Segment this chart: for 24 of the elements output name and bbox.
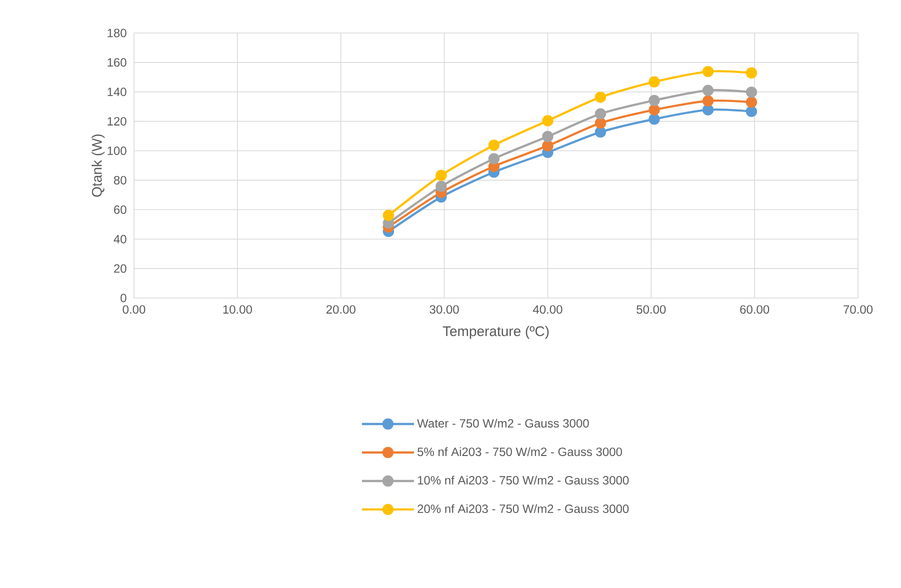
x-tick-label: 60.00 bbox=[740, 305, 770, 314]
y-tick-label: 40 bbox=[114, 234, 126, 244]
y-tick-label: 120 bbox=[108, 117, 126, 126]
legend-label: 5% nf Ai203 - 750 W/m2 - Gauss 3000 bbox=[418, 447, 622, 456]
legend-label: 10% nf Ai203 - 750 W/m2 - Gauss 3000 bbox=[418, 476, 629, 485]
y-tick-label: 100 bbox=[108, 146, 126, 156]
y-tick-label: 0 bbox=[120, 294, 126, 302]
x-tick-label: 50.00 bbox=[636, 305, 666, 314]
x-tick-label: 10.00 bbox=[223, 305, 252, 314]
legend-label: Water - 750 W/m2 - Gauss 3000 bbox=[417, 418, 589, 428]
y-tick-label: 160 bbox=[108, 58, 126, 67]
x-tick-label: 0.00 bbox=[122, 305, 146, 314]
y-tick-label: 60 bbox=[114, 205, 126, 214]
y-tick-label: 140 bbox=[108, 88, 126, 96]
y-tick-label: 20 bbox=[114, 264, 126, 273]
legend-label: 20% nf Ai203 - 750 W/m2 - Gauss 3000 bbox=[418, 504, 629, 514]
y-tick-label: 180 bbox=[108, 28, 126, 38]
x-tick-label: 30.00 bbox=[430, 305, 459, 314]
y-tick-label: 80 bbox=[114, 176, 126, 184]
x-tick-label: 40.00 bbox=[532, 305, 562, 314]
x-tick-label: 70.00 bbox=[844, 305, 873, 314]
x-axis-title: Temperature (ºC) bbox=[442, 326, 549, 339]
y-axis-title: Qtank (W) bbox=[92, 134, 105, 197]
x-tick-label: 20.00 bbox=[326, 305, 356, 314]
